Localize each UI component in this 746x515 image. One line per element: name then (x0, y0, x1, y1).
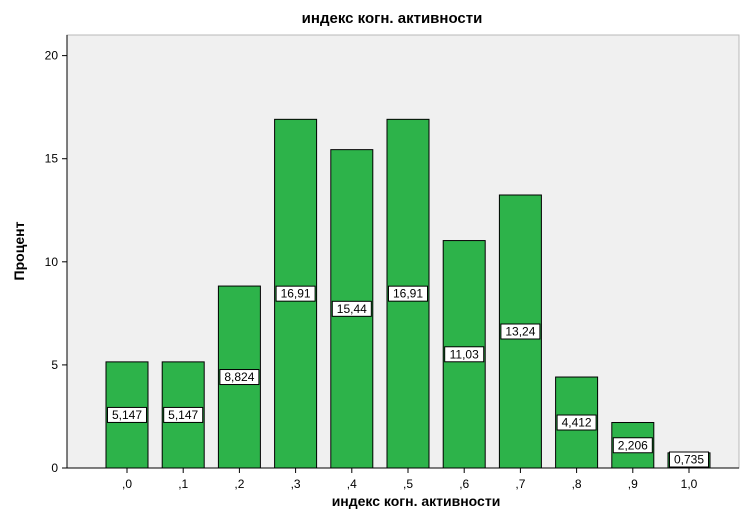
y-tick-label: 0 (51, 461, 58, 475)
data-label: 16,91 (281, 287, 311, 301)
data-label: 5,147 (168, 408, 198, 422)
x-axis-label: индекс когн. активности (332, 493, 501, 509)
x-axis: ,0 ,1 ,2 ,3 ,4 ,5 ,6 ,7 ,8 ,9 1,0 (67, 468, 739, 491)
y-tick-label: 10 (45, 255, 59, 269)
data-label: 2,206 (618, 438, 648, 452)
data-label: 13,24 (505, 325, 535, 339)
y-tick-label: 5 (51, 358, 58, 372)
y-axis-label: Процент (11, 221, 27, 280)
data-label: 4,412 (562, 416, 592, 430)
x-tick-label: ,0 (122, 477, 132, 491)
y-tick-label: 20 (45, 49, 59, 63)
x-tick-label: ,7 (515, 477, 525, 491)
data-label: 0,735 (674, 453, 704, 467)
data-label: 15,44 (337, 302, 367, 316)
data-label: 8,824 (224, 370, 254, 384)
data-label: 5,147 (112, 408, 142, 422)
y-tick-label: 15 (45, 152, 59, 166)
data-label: 16,91 (393, 287, 423, 301)
x-tick-label: ,8 (572, 477, 582, 491)
x-tick-label: ,6 (459, 477, 469, 491)
chart-title: индекс когн. активности (302, 10, 483, 27)
x-tick-label: ,2 (234, 477, 244, 491)
x-tick-label: ,4 (347, 477, 357, 491)
x-tick-label: ,1 (178, 477, 188, 491)
x-tick-label: 1,0 (681, 477, 698, 491)
x-tick-label: ,9 (628, 477, 638, 491)
x-tick-label: ,5 (403, 477, 413, 491)
data-label: 11,03 (450, 347, 479, 361)
y-axis: 0 5 10 15 20 (45, 35, 67, 475)
x-tick-label: ,3 (291, 477, 301, 491)
